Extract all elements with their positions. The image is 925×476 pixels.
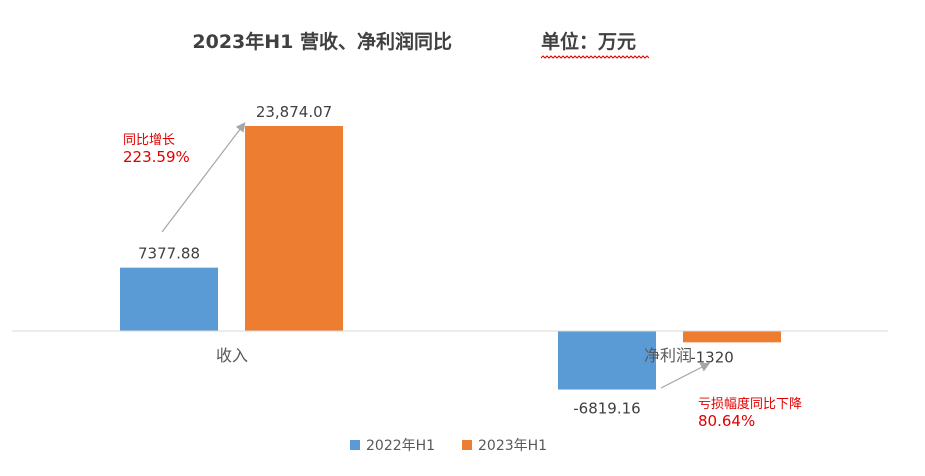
growth-annotation-value: 223.59%	[123, 148, 190, 166]
legend-item-2022[interactable]: 2022年H1	[350, 438, 435, 454]
chart-subtitle: 单位：万元	[541, 30, 636, 53]
legend-label-2023: 2023年H1	[478, 438, 547, 454]
legend-swatch-2023	[462, 440, 472, 450]
legend-swatch-2022	[350, 440, 360, 450]
data-label-1-0: 23,874.07	[256, 103, 332, 121]
chart-title-group: 2023年H1 营收、净利润同比 单位：万元	[192, 30, 650, 59]
legend-item-2023[interactable]: 2023年H1	[462, 438, 547, 454]
data-label-0-0: 7377.88	[138, 245, 200, 263]
data-label-1-1: -1320	[690, 348, 734, 366]
loss-annotation-label: 亏损幅度同比下降	[698, 396, 802, 412]
bar-0-0[interactable]	[120, 267, 218, 331]
value-labels-group: 7377.88 -6819.16 23,874.07 -1320	[138, 103, 734, 418]
growth-arrow	[161, 122, 246, 233]
loss-annotation-value: 80.64%	[698, 412, 755, 430]
category-label-0: 收入	[216, 346, 248, 365]
bar-1-1[interactable]	[683, 331, 781, 343]
growth-annotation-label: 同比增长	[123, 133, 175, 148]
bar-0-1[interactable]	[558, 331, 656, 390]
chart-title: 2023年H1 营收、净利润同比	[192, 30, 452, 53]
loss-decline-arrow	[660, 362, 711, 389]
annotations-group: 同比增长 223.59% 亏损幅度同比下降 80.64%	[123, 122, 802, 430]
legend: 2022年H1 2023年H1	[350, 438, 547, 454]
spellcheck-underline	[540, 55, 650, 59]
category-labels-group: 收入 净利润	[216, 346, 692, 365]
legend-label-2022: 2022年H1	[366, 438, 435, 454]
category-label-1: 净利润	[644, 346, 692, 365]
bars-group	[120, 126, 781, 390]
bar-1-0[interactable]	[245, 126, 343, 331]
data-label-0-1: -6819.16	[573, 400, 640, 418]
